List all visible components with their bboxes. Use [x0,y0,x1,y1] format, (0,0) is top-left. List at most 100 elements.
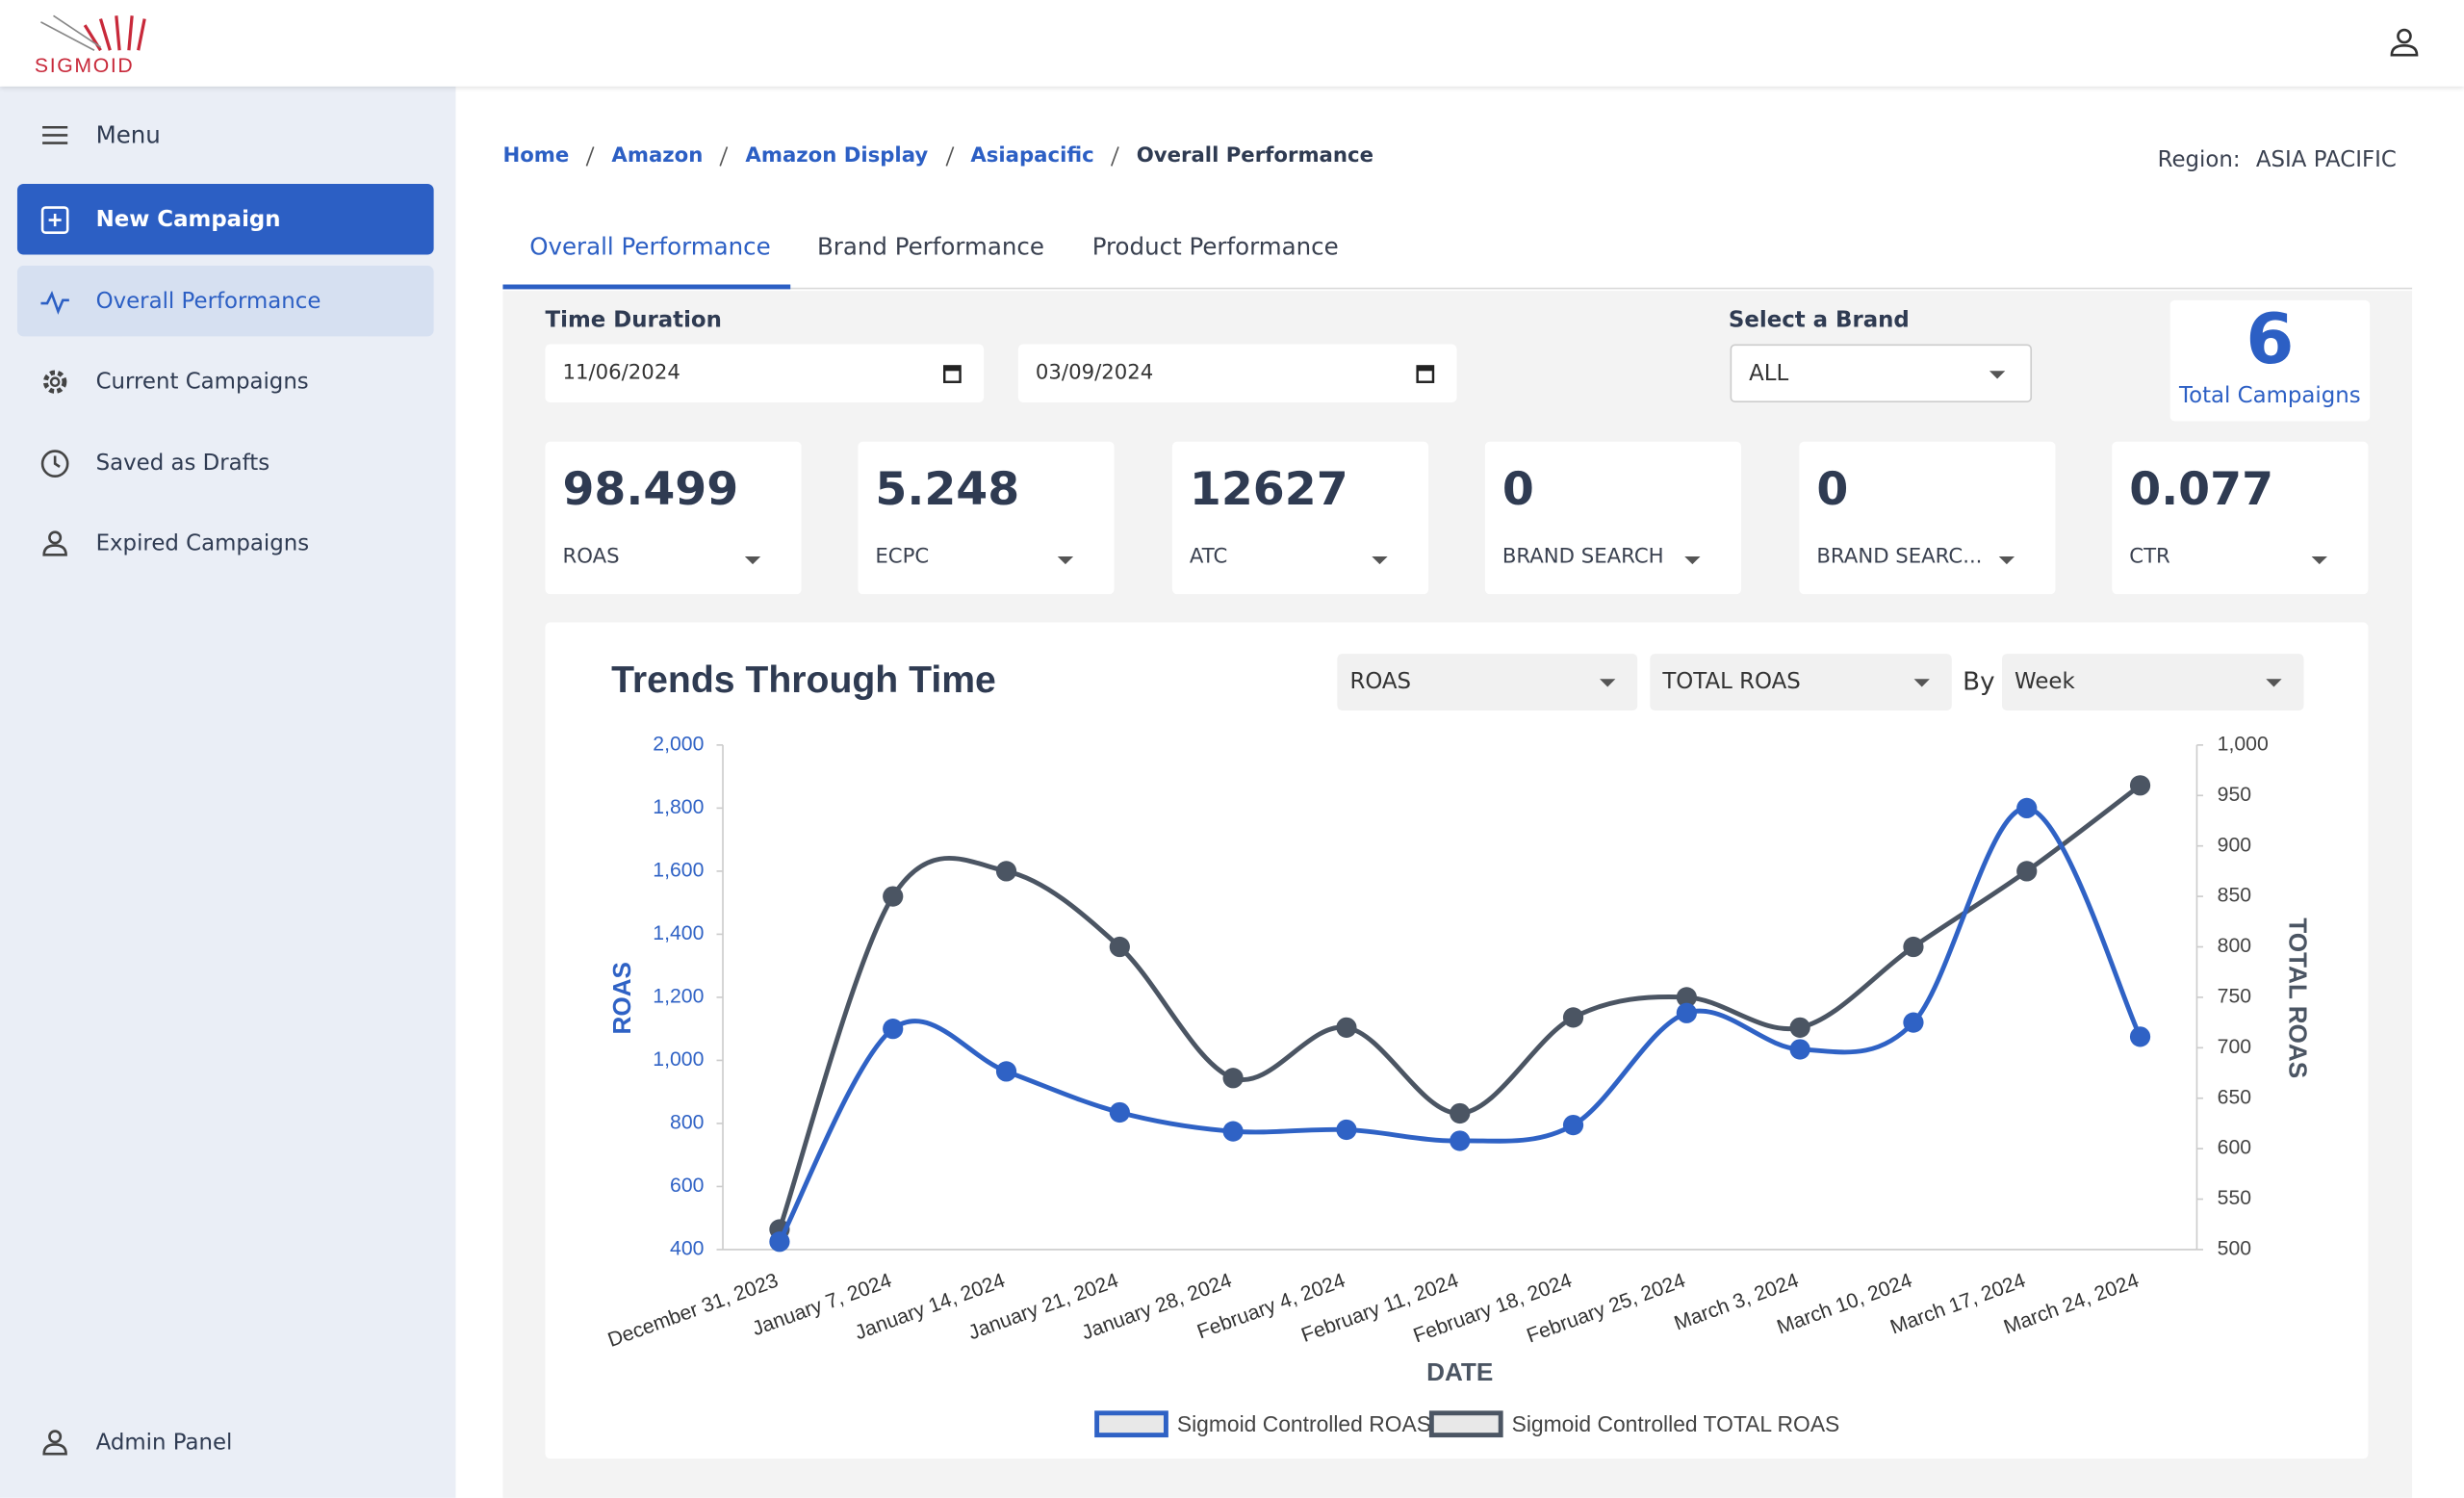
legend-swatch [1094,1410,1168,1438]
data-point [1336,1017,1357,1038]
y-tick-label: 1,800 [653,796,704,818]
select-value: Week [2015,669,2075,695]
chart-card [545,622,2369,1459]
y2-tick-label: 850 [2218,885,2251,907]
legend-label: Sigmoid Controlled ROAS [1177,1411,1431,1436]
crumb[interactable]: Asiapacific [970,144,1094,168]
user-icon[interactable] [2389,27,2421,59]
y2-tick-label: 600 [2218,1137,2251,1159]
kpi-caret[interactable] [2311,555,2327,565]
region-value: ASIA PACIFIC [2255,147,2397,173]
nav-item[interactable]: Expired Campaigns [17,507,434,578]
total-campaigns-value: 6 [2246,299,2295,381]
filter-label: Time Duration [545,308,722,334]
end-date[interactable]: 03/09/2024 [1017,344,1457,402]
y2-tick-label: 950 [2218,784,2251,806]
kpi-label: ECPC [875,545,930,570]
data-point [2129,775,2151,796]
kpi-card[interactable]: 12627 ATC [1171,441,1429,595]
y-tick-label: 800 [670,1112,704,1134]
kpi-value: 0.077 [2129,462,2274,516]
kpi-caret[interactable] [1998,555,2015,565]
data-point [1109,1101,1130,1124]
brand-select[interactable]: ALL [1730,344,2033,402]
nav-item[interactable]: Saved as Drafts [17,427,434,498]
kpi-caret[interactable] [1372,555,1388,565]
kpi-value: 98.499 [562,462,739,516]
x-axis-title: DATE [1426,1357,1493,1386]
nav-label: Current Campaigns [95,368,309,394]
data-point [883,886,904,907]
y2-tick-label: 1,000 [2218,733,2269,755]
by-label: By [1963,666,1995,697]
data-point [883,1019,904,1040]
series-line [777,783,2143,1230]
kpi-card[interactable]: 0 BRAND SEARCH [1484,441,1741,595]
crumb: Overall Performance [1136,144,1373,168]
nav-label: Saved as Drafts [95,450,270,476]
series-line [777,805,2143,1243]
data-point [1222,1121,1244,1142]
tab[interactable]: Product Performance [1091,232,1339,262]
chart-title: Trends Through Time [611,659,996,701]
period-select[interactable]: Week [2002,654,2304,710]
data-point [1903,1012,1924,1033]
y-tick-label: 1,400 [653,922,704,944]
nav-label: Admin Panel [95,1429,233,1456]
y-tick-label: 2,000 [653,733,704,755]
start-date[interactable]: 11/06/2024 [545,344,985,402]
data-point [1676,987,1697,1008]
y-tick-label: 600 [670,1175,704,1197]
crumb[interactable]: Amazon Display [745,144,929,168]
menu-toggle[interactable]: Menu [17,99,434,169]
nav-label: Overall Performance [95,288,321,314]
y2-tick-label: 900 [2218,834,2251,856]
kpi-caret[interactable] [744,555,761,565]
data-point [2016,861,2038,882]
y2-axis-title: TOTAL ROAS [2283,917,2312,1078]
menu-label: Menu [95,119,161,149]
data-point [995,1061,1017,1082]
kpi-value: 5.248 [875,462,1020,516]
total-campaigns-label: Total Campaigns [2179,383,2361,409]
data-point [1562,1114,1584,1136]
kpi-caret[interactable] [1684,555,1701,565]
data-point [1676,1002,1697,1023]
metric-select[interactable]: ROAS [1337,654,1638,710]
kpi-card[interactable]: 0.077 CTR [2112,441,2369,595]
select-value: TOTAL ROAS [1662,669,1801,695]
kpi-card[interactable]: 98.499 ROAS [545,441,802,595]
tab-indicator [502,284,791,290]
breadcrumb: Home Amazon Amazon Display Asiapacific O… [502,144,1373,168]
kpi-value: 0 [1502,462,1534,516]
data-point [2016,797,2038,818]
comparison-select[interactable]: TOTAL ROAS [1650,654,1952,710]
crumb[interactable]: Home [502,144,570,168]
logo-mark [40,14,146,52]
y-tick-label: 1,600 [653,860,704,882]
data-point [1109,936,1130,958]
kpi-label: ROAS [562,545,620,570]
tab[interactable]: Brand Performance [816,232,1044,262]
tab[interactable]: Overall Performance [529,232,771,262]
nav-label: Expired Campaigns [95,530,310,556]
crumb[interactable]: Amazon [611,144,704,168]
nav-item[interactable]: Overall Performance [16,265,434,337]
region: Region: ASIA PACIFIC [2158,147,2397,172]
logo-text: SIGMOID [34,53,135,77]
new-campaign-button[interactable]: New Campaign [16,184,434,255]
data-point [1903,936,1924,958]
data-point [1222,1068,1244,1089]
kpi-card[interactable]: 0 BRAND SEARC... [1799,441,2056,595]
nav-item[interactable]: Admin Panel [17,1407,434,1477]
nav-item[interactable]: Current Campaigns [17,346,434,416]
data-point [1450,1130,1471,1151]
kpi-caret[interactable] [1057,555,1074,565]
y2-tick-label: 550 [2218,1187,2251,1209]
kpi-card[interactable]: 5.248 ECPC [858,441,1115,595]
select-value: ALL [1749,360,1789,386]
total-campaigns-card: 6 Total Campaigns [2169,299,2371,422]
